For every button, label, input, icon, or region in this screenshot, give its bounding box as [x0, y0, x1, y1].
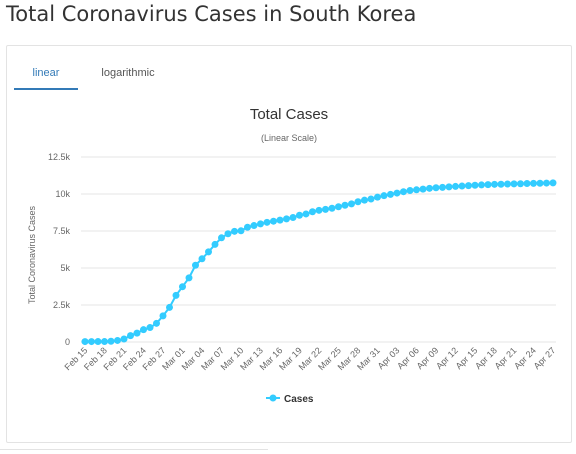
- data-point[interactable]: [530, 179, 537, 187]
- data-point[interactable]: [198, 255, 206, 263]
- data-point[interactable]: [419, 185, 427, 193]
- data-point[interactable]: [322, 205, 329, 213]
- page-title: Total Coronavirus Cases in South Korea: [6, 2, 417, 26]
- data-point[interactable]: [465, 182, 472, 190]
- data-point[interactable]: [549, 179, 557, 187]
- data-point[interactable]: [231, 227, 238, 235]
- data-point[interactable]: [159, 312, 167, 320]
- data-point[interactable]: [114, 336, 121, 344]
- data-point[interactable]: [393, 189, 401, 197]
- y-tick-label: 12.5k: [48, 152, 71, 162]
- legend[interactable]: Cases: [266, 394, 314, 405]
- bottom-divider: [0, 449, 268, 450]
- series-cases: [81, 179, 557, 346]
- data-point[interactable]: [153, 319, 160, 327]
- data-point[interactable]: [270, 217, 277, 225]
- tab-logarithmic[interactable]: logarithmic: [101, 67, 155, 79]
- legend-label: Cases: [284, 394, 314, 405]
- data-point[interactable]: [263, 218, 271, 226]
- data-point[interactable]: [458, 182, 466, 190]
- data-point[interactable]: [101, 338, 108, 346]
- data-point[interactable]: [497, 180, 505, 188]
- data-point[interactable]: [471, 181, 479, 189]
- data-point[interactable]: [205, 248, 212, 256]
- legend-marker: [269, 394, 277, 402]
- chart-title: Total Cases: [250, 106, 328, 123]
- data-point[interactable]: [367, 195, 375, 203]
- data-point[interactable]: [439, 183, 446, 191]
- data-point[interactable]: [523, 180, 531, 188]
- data-point[interactable]: [283, 215, 290, 223]
- data-point[interactable]: [517, 180, 524, 188]
- data-point[interactable]: [192, 261, 199, 269]
- data-point[interactable]: [302, 210, 310, 218]
- data-point[interactable]: [380, 192, 388, 200]
- data-point[interactable]: [432, 184, 440, 192]
- data-point[interactable]: [484, 181, 492, 189]
- data-point[interactable]: [374, 193, 381, 201]
- data-point[interactable]: [276, 216, 284, 224]
- data-point[interactable]: [328, 204, 336, 212]
- data-point[interactable]: [510, 180, 518, 188]
- y-tick-label: 2.5k: [53, 300, 71, 310]
- data-point[interactable]: [426, 184, 433, 192]
- data-point[interactable]: [244, 223, 251, 231]
- data-point[interactable]: [250, 222, 258, 230]
- chart-card: linear logarithmic: [6, 45, 572, 443]
- data-point[interactable]: [120, 335, 128, 343]
- data-point[interactable]: [452, 182, 459, 190]
- data-point[interactable]: [445, 183, 453, 191]
- data-point[interactable]: [335, 203, 342, 211]
- data-point[interactable]: [289, 213, 297, 221]
- data-point[interactable]: [354, 198, 362, 206]
- data-point[interactable]: [146, 324, 154, 332]
- data-point[interactable]: [88, 338, 95, 346]
- data-point[interactable]: [387, 190, 394, 198]
- data-point[interactable]: [257, 220, 264, 228]
- data-point[interactable]: [211, 240, 219, 248]
- y-tick-label: 7.5k: [53, 226, 71, 236]
- data-point[interactable]: [478, 181, 485, 189]
- data-point[interactable]: [400, 188, 407, 196]
- data-point[interactable]: [543, 179, 550, 187]
- data-point[interactable]: [348, 200, 355, 208]
- data-point[interactable]: [127, 332, 134, 340]
- y-tick-label: 0: [65, 337, 70, 347]
- data-point[interactable]: [107, 337, 115, 345]
- series-line: [84, 181, 554, 343]
- grid: [81, 156, 556, 343]
- data-point[interactable]: [133, 329, 141, 337]
- data-point[interactable]: [218, 234, 225, 242]
- data-point[interactable]: [361, 196, 368, 204]
- data-point[interactable]: [166, 303, 173, 311]
- data-point[interactable]: [172, 291, 180, 299]
- y-axis-ticks: 0 2.5k 5k 7.5k 10k 12.5k: [48, 152, 71, 347]
- tab-linear[interactable]: linear: [14, 58, 78, 90]
- data-point[interactable]: [309, 208, 316, 216]
- y-tick-label: 5k: [60, 263, 70, 273]
- data-point[interactable]: [341, 201, 349, 209]
- data-point[interactable]: [504, 180, 511, 188]
- data-point[interactable]: [406, 186, 414, 194]
- y-axis-label: Total Coronavirus Cases: [27, 205, 37, 304]
- chart-subtitle: (Linear Scale): [261, 133, 317, 143]
- data-point[interactable]: [179, 283, 186, 291]
- data-point[interactable]: [224, 230, 232, 238]
- data-point[interactable]: [296, 211, 303, 219]
- y-tick-label: 10k: [55, 189, 70, 199]
- data-point[interactable]: [94, 338, 102, 346]
- data-point[interactable]: [140, 326, 147, 334]
- data-point[interactable]: [185, 274, 193, 282]
- data-point[interactable]: [81, 338, 89, 346]
- x-tick-label: Apr 27: [532, 345, 558, 371]
- data-point[interactable]: [237, 227, 245, 235]
- data-point[interactable]: [315, 206, 323, 214]
- data-point[interactable]: [536, 179, 544, 187]
- data-point[interactable]: [491, 180, 498, 188]
- data-point[interactable]: [413, 186, 420, 194]
